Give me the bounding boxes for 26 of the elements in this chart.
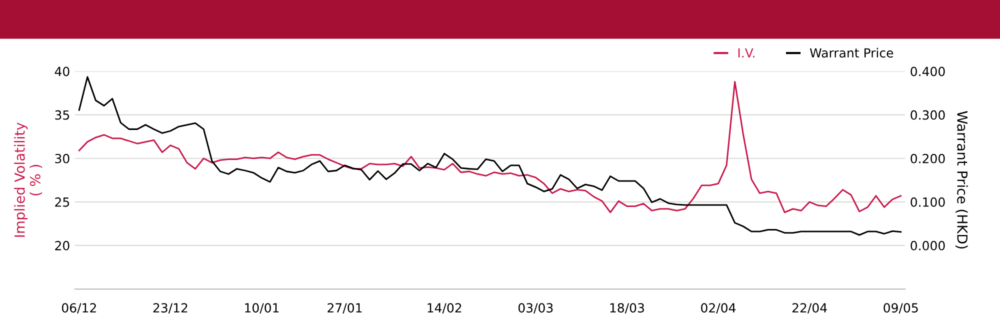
y2-tick-label: 0.400 xyxy=(910,66,945,76)
legend-label: Warrant Price xyxy=(810,48,894,58)
x-tick-label: 06/12 xyxy=(62,303,96,314)
x-tick-label: 22/04 xyxy=(792,303,827,314)
legend-label: I.V. xyxy=(738,48,754,58)
x-tick-label: 02/04 xyxy=(701,303,736,314)
y-tick-label: 40 xyxy=(54,66,70,76)
x-tick-label: 18/03 xyxy=(610,303,644,314)
y-tick-label: 30 xyxy=(55,154,70,164)
x-tick-label: 03/03 xyxy=(518,303,553,314)
x-tick-label: 09/05 xyxy=(884,303,918,314)
y2-tick-label: 0.100 xyxy=(910,197,945,207)
y-tick-label: 25 xyxy=(55,197,70,207)
y2-tick-label: 0.300 xyxy=(910,110,945,120)
line-series xyxy=(78,80,902,214)
y-axis-title: Implied Volatility ( % ) xyxy=(14,122,42,237)
x-tick-label: 14/02 xyxy=(428,303,462,314)
y2-tick-label: 0.000 xyxy=(910,240,945,250)
line-series xyxy=(78,76,902,236)
y2-axis-title: Warrant Price (HKD) xyxy=(955,111,968,248)
y2-tick-label: 0.200 xyxy=(910,154,945,164)
x-tick-label: 10/01 xyxy=(245,303,279,314)
y-tick-label: 35 xyxy=(55,110,70,120)
x-tick-label: 27/01 xyxy=(328,303,362,314)
y-tick-label: 20 xyxy=(55,240,70,250)
x-tick-label: 23/12 xyxy=(153,303,188,314)
